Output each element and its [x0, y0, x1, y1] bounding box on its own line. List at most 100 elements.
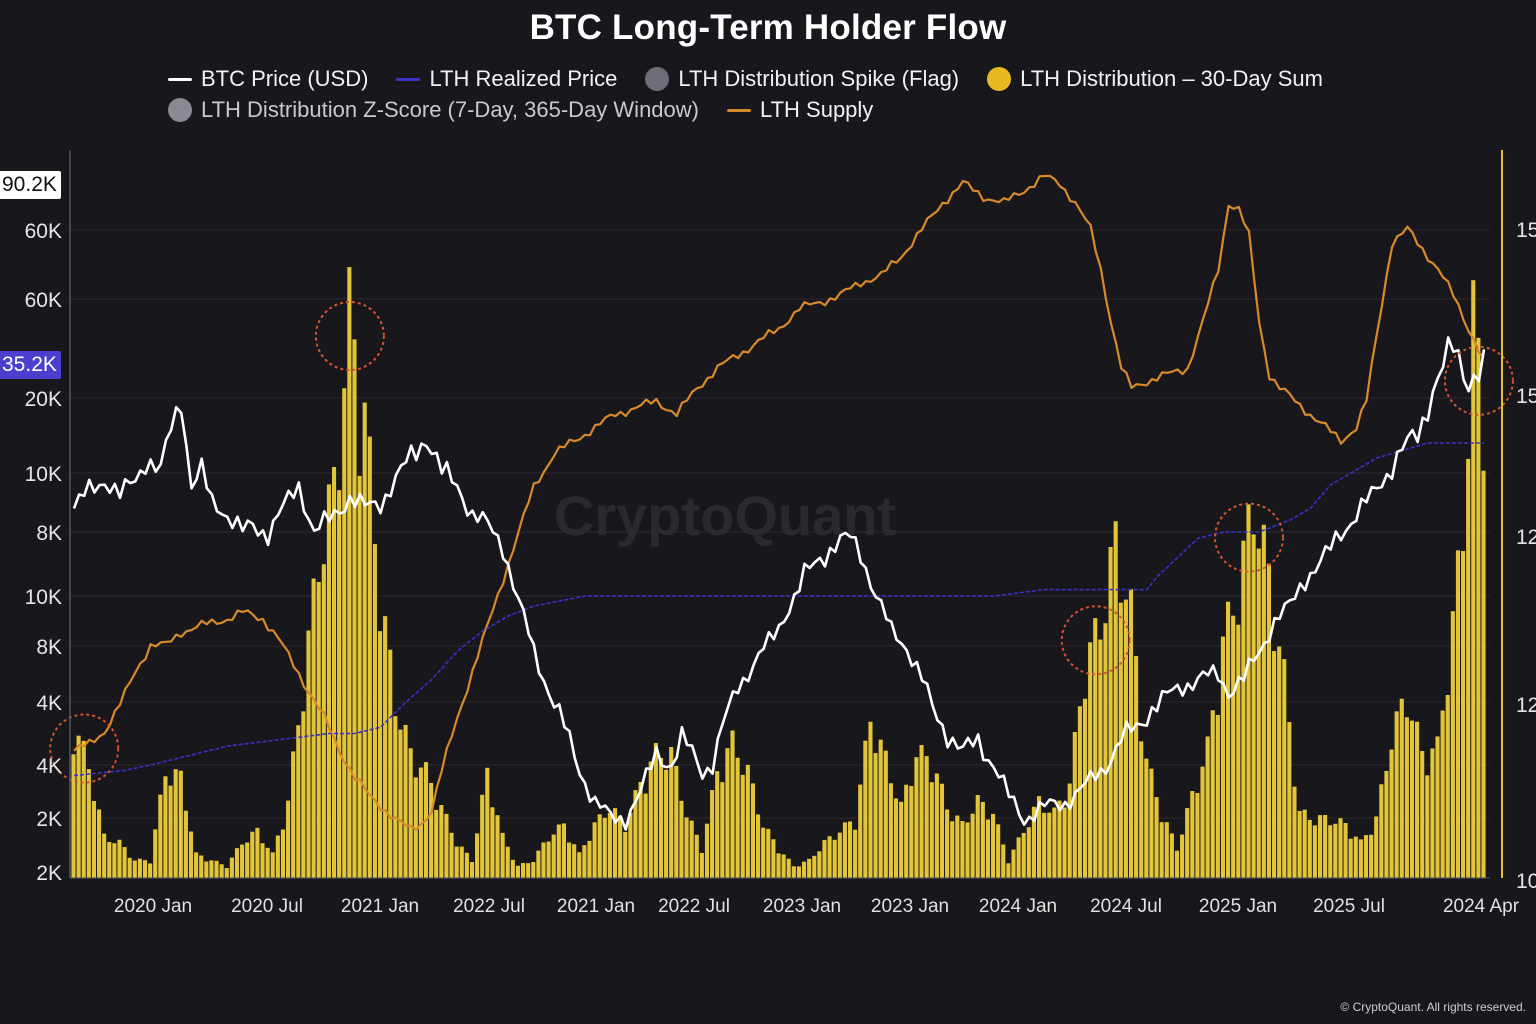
distribution-bar — [587, 840, 592, 878]
distribution-bar — [1328, 825, 1333, 878]
distribution-bar — [383, 616, 388, 878]
distribution-bar — [837, 832, 842, 878]
distribution-bar — [480, 794, 485, 878]
distribution-bar — [76, 735, 81, 878]
distribution-bar — [183, 810, 188, 878]
distribution-bar — [1266, 563, 1271, 878]
spike-flag-circle — [314, 301, 385, 371]
distribution-bar — [868, 721, 873, 878]
distribution-bar — [377, 631, 383, 878]
distribution-bar — [214, 860, 219, 878]
distribution-bar — [495, 815, 500, 878]
distribution-bar — [970, 813, 975, 878]
distribution-bar — [546, 841, 551, 878]
distribution-bar — [801, 861, 807, 878]
distribution-bar — [536, 850, 541, 878]
distribution-bar — [1190, 791, 1195, 878]
distribution-bar — [331, 467, 337, 878]
legend-label: LTH Distribution Z-Score (7-Day, 365-Day… — [201, 97, 699, 122]
distribution-bar — [853, 829, 858, 878]
distribution-bar — [710, 790, 715, 878]
distribution-bar — [510, 859, 515, 878]
legend-item-lth-realized-price[interactable]: LTH Realized Price — [396, 66, 617, 92]
distribution-bar — [209, 860, 214, 878]
distribution-bar — [352, 339, 357, 878]
distribution-bar — [832, 839, 837, 878]
distribution-bar — [771, 839, 776, 878]
distribution-bar — [730, 730, 735, 878]
distribution-bar — [1006, 863, 1011, 878]
distribution-bar — [1394, 711, 1399, 878]
legend-item-distribution-spike[interactable]: LTH Distribution Spike (Flag) — [645, 66, 959, 92]
distribution-bar — [1082, 698, 1088, 878]
distribution-bar — [1072, 732, 1077, 878]
distribution-bar — [618, 815, 623, 878]
distribution-bar — [924, 756, 929, 878]
distribution-bar — [531, 862, 536, 878]
distribution-bar — [301, 711, 306, 878]
distribution-bar — [469, 862, 475, 878]
x-tick-label: 2024 Jul — [1090, 896, 1162, 917]
distribution-bar — [188, 831, 194, 878]
distribution-bar — [505, 846, 510, 878]
distribution-bar — [863, 740, 868, 878]
distribution-bar — [1169, 833, 1174, 878]
distribution-bar — [1195, 793, 1200, 878]
distribution-bar — [1144, 758, 1149, 878]
distribution-bar — [204, 861, 209, 878]
spike-flag-circle — [49, 713, 120, 784]
distribution-bar — [807, 858, 812, 878]
distribution-bar — [960, 820, 965, 878]
distribution-bar — [1052, 807, 1057, 878]
distribution-bar — [1226, 601, 1231, 878]
distribution-bar — [347, 267, 352, 879]
distribution-bar — [1047, 812, 1052, 878]
distribution-bar — [1185, 808, 1190, 878]
y-left-tick-label: 10K — [25, 586, 62, 609]
distribution-bar — [326, 484, 331, 878]
distribution-bar — [638, 781, 643, 878]
distribution-bar — [1471, 280, 1476, 878]
distribution-bar — [1251, 534, 1256, 878]
distribution-bar — [275, 835, 280, 878]
y-left-tick-label: 20K — [25, 388, 62, 411]
x-tick-label: 2022 Jul — [658, 896, 730, 917]
distribution-bar — [86, 769, 91, 878]
legend-item-btc-price[interactable]: BTC Price (USD) — [168, 66, 368, 92]
axes: 60K 60K 20K 10K 8K 10K 8K 4K 4K 2K 2K 15 15 12 12 10 202… — [25, 150, 1536, 917]
distribution-bar — [664, 769, 669, 878]
distribution-bar — [699, 852, 704, 878]
distribution-bar — [485, 767, 490, 878]
distribution-bar — [781, 854, 786, 878]
distribution-bars — [71, 267, 1486, 879]
distribution-bar — [194, 852, 199, 878]
distribution-bar — [750, 783, 756, 878]
legend-item-distribution-30day[interactable]: LTH Distribution – 30-Day Sum — [987, 66, 1323, 92]
distribution-bar — [1369, 834, 1374, 878]
distribution-bar — [1067, 783, 1072, 878]
distribution-bar — [1093, 618, 1098, 878]
x-tick-label: 2023 Jan — [871, 896, 949, 917]
distribution-bar — [791, 866, 796, 878]
distribution-bar — [265, 847, 270, 878]
legend-item-lth-supply[interactable]: LTH Supply — [727, 97, 873, 123]
distribution-bar — [429, 782, 434, 878]
distribution-bar — [1088, 642, 1093, 878]
distribution-bar — [623, 831, 628, 878]
distribution-bar — [985, 819, 991, 878]
distribution-bar — [1123, 599, 1128, 878]
distribution-bar — [996, 824, 1001, 878]
distribution-bar — [1430, 748, 1435, 878]
legend-item-zscore[interactable]: LTH Distribution Z-Score (7-Day, 365-Day… — [168, 97, 699, 123]
distribution-bar — [398, 729, 403, 878]
distribution-bar — [1440, 710, 1445, 878]
y-left-tick-label: 8K — [36, 636, 62, 659]
spike-flag-circle — [1214, 502, 1284, 573]
distribution-bar — [1277, 646, 1282, 878]
distribution-bar — [1159, 822, 1164, 878]
y-left-tick-label: 60K — [25, 220, 62, 243]
distribution-bar — [679, 800, 684, 878]
distribution-bar — [1103, 623, 1108, 878]
distribution-bar — [1164, 822, 1169, 878]
distribution-bar — [132, 860, 137, 878]
